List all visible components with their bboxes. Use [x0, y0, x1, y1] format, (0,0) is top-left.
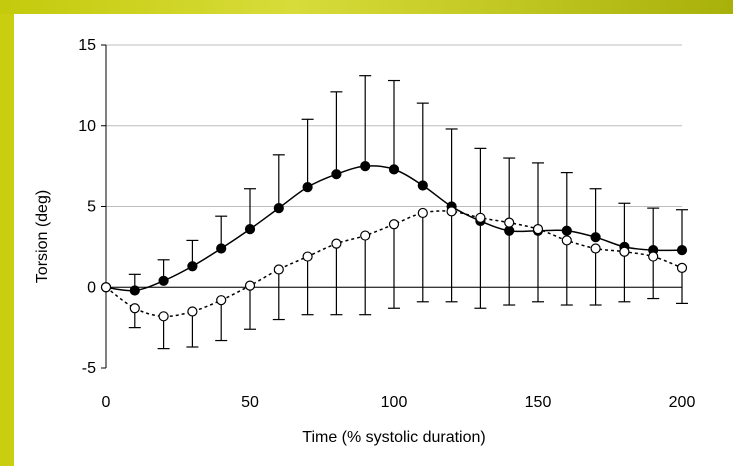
y-tick-label-10: 10: [78, 118, 96, 135]
data-point-s0-16: [561, 225, 572, 236]
data-point-s1-13: [475, 212, 486, 223]
x-tick-label-200: 200: [669, 394, 696, 411]
data-point-s1-4: [216, 295, 227, 306]
data-point-s0-7: [302, 182, 313, 193]
x-tick-label-150: 150: [525, 394, 552, 411]
data-point-s1-8: [331, 238, 342, 249]
data-point-s1-3: [187, 306, 198, 317]
data-point-s0-1: [129, 285, 140, 296]
x-tick-label-50: 50: [241, 394, 259, 411]
data-point-s1-14: [504, 217, 515, 228]
series-line-1: [105, 210, 683, 318]
data-point-s0-2: [158, 275, 169, 286]
data-point-s0-3: [187, 261, 198, 272]
data-point-s0-20: [676, 245, 688, 256]
data-point-s0-11: [417, 180, 428, 191]
data-point-s1-0: [100, 282, 112, 293]
data-point-s1-6: [273, 264, 284, 275]
data-point-s1-10: [388, 219, 400, 230]
y-tick-label-0: 0: [87, 279, 96, 296]
data-point-s1-16: [561, 235, 572, 246]
x-axis-title: Time (% systolic duration): [302, 429, 485, 446]
x-tick-label-100: 100: [381, 394, 408, 411]
x-tick-label-0: 0: [102, 394, 111, 411]
chart-panel: -5 0 5 10 15 0 50 100 150 200 Time (% systolic du…: [14, 14, 733, 466]
data-point-s1-5: [244, 280, 256, 291]
data-point-s0-5: [244, 224, 256, 235]
data-point-s1-7: [302, 251, 313, 262]
data-point-s1-18: [619, 246, 630, 257]
data-point-s0-10: [388, 164, 400, 175]
data-point-s0-8: [331, 169, 342, 180]
series-markers: [100, 161, 688, 322]
data-point-s1-2: [158, 311, 169, 322]
data-point-s1-17: [590, 243, 601, 254]
data-point-s1-11: [417, 207, 428, 219]
data-point-s0-17: [590, 232, 601, 243]
top-gradient-band: [0, 0, 733, 14]
data-point-s1-12: [446, 206, 457, 217]
data-point-s1-1: [129, 303, 140, 314]
y-tick-label-5: 5: [87, 199, 96, 216]
data-point-s1-20: [676, 262, 688, 273]
y-axis-title: Torsion (deg): [34, 190, 51, 283]
y-tick-label--5: -5: [82, 360, 96, 377]
data-point-s1-9: [360, 230, 371, 241]
data-point-s1-15: [532, 224, 544, 235]
data-point-s0-9: [360, 161, 371, 172]
error-bars: [128, 75, 688, 350]
data-point-s1-19: [648, 251, 659, 262]
y-tick-label-15: 15: [78, 37, 96, 54]
data-point-s0-6: [273, 203, 284, 214]
data-point-s0-4: [216, 243, 227, 254]
